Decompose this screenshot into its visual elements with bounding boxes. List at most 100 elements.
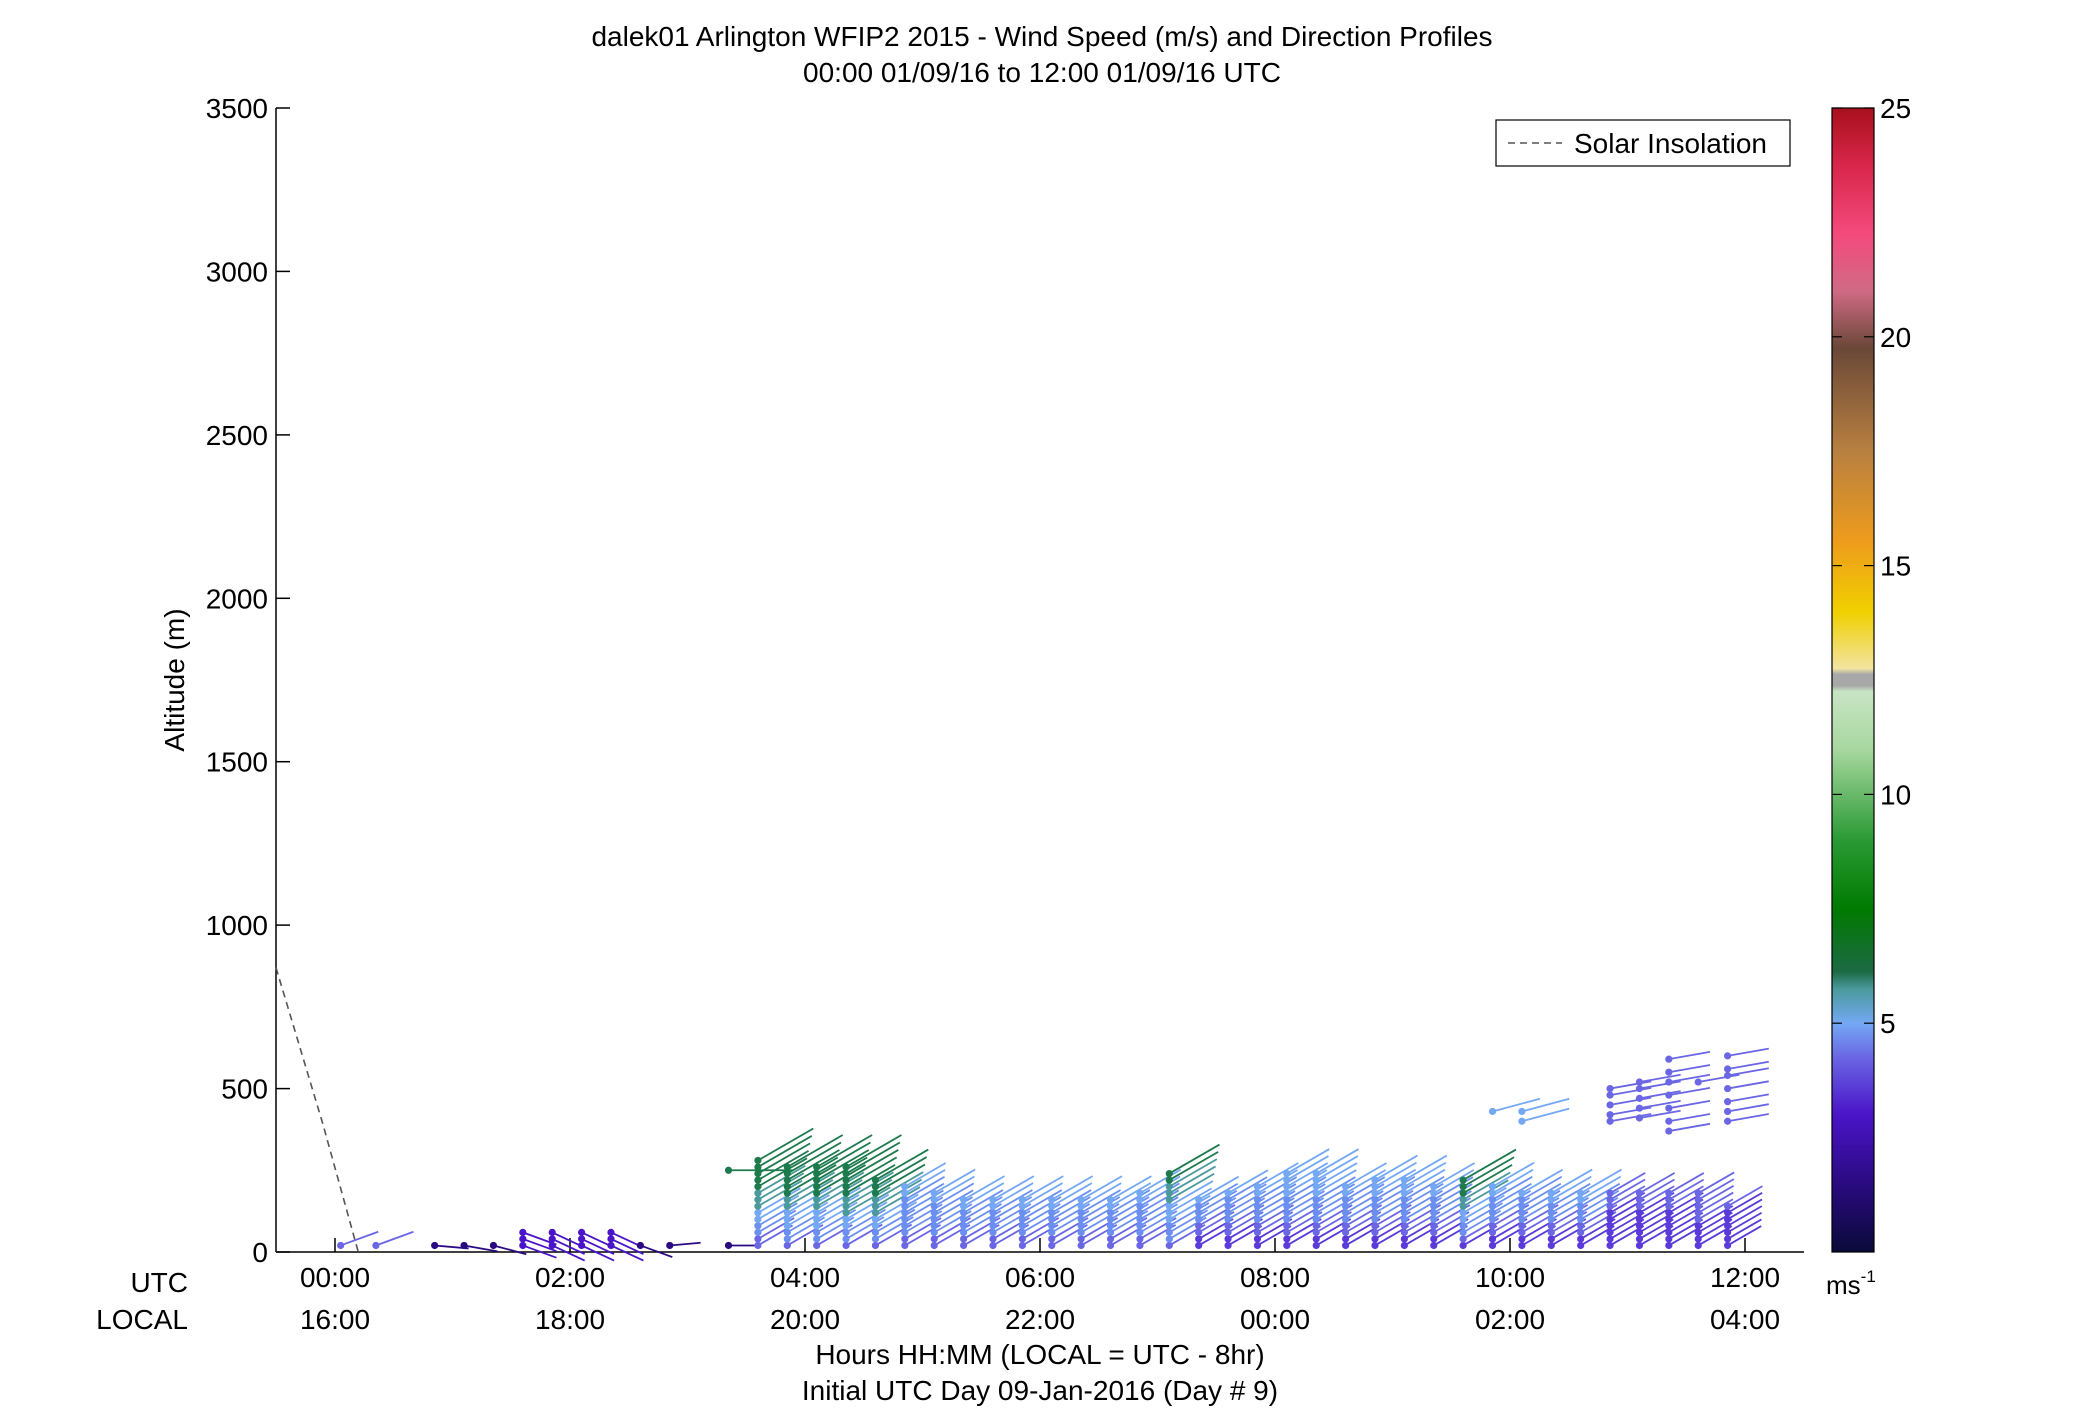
wind-profile — [754, 1127, 814, 1250]
wind-barb-staff — [1521, 1168, 1564, 1194]
wind-barb-dot — [813, 1202, 821, 1210]
wind-barb-dot — [754, 1196, 762, 1204]
wind-barb-dot — [1518, 1222, 1526, 1230]
wind-barb-dot — [960, 1222, 968, 1230]
wind-barb-dot — [901, 1196, 909, 1204]
wind-barb-dot — [1165, 1169, 1173, 1178]
wind-barb-staff — [1051, 1175, 1094, 1201]
wind-barb-dot — [1635, 1189, 1644, 1197]
wind-barb-dot — [1606, 1215, 1614, 1223]
wind-barb-dot — [1400, 1189, 1408, 1197]
wind-barb-dot — [901, 1202, 909, 1210]
wind-barb-staff — [1433, 1176, 1474, 1201]
wind-barb — [1312, 1169, 1357, 1197]
wind-barb-staff — [963, 1175, 1005, 1201]
wind-barb-dot — [1400, 1241, 1408, 1250]
wind-profile — [842, 1134, 902, 1250]
wind-barb-dot — [842, 1228, 850, 1236]
wind-barb-dot — [842, 1209, 850, 1217]
wind-barb — [1165, 1180, 1214, 1210]
wind-barb-dot — [1635, 1196, 1644, 1204]
wind-barb-staff — [1521, 1097, 1570, 1113]
wind-barb-dot — [1724, 1241, 1732, 1250]
wind-barb-staff — [845, 1171, 894, 1201]
wind-barb — [1694, 1191, 1734, 1217]
wind-barb-dot — [1165, 1228, 1173, 1236]
wind-barb — [1724, 1113, 1769, 1125]
wind-barb-dot — [1106, 1222, 1115, 1230]
wind-barb — [842, 1164, 896, 1197]
wind-barb — [1694, 1185, 1734, 1210]
wind-barb — [754, 1157, 808, 1191]
wind-barb-dot — [1312, 1169, 1320, 1178]
wind-barb-dot — [1253, 1183, 1262, 1191]
wind-barb — [1635, 1073, 1681, 1086]
wind-barb-dot — [1547, 1189, 1555, 1197]
wind-barb — [783, 1201, 829, 1230]
wind-barb-dot — [842, 1176, 850, 1184]
wind-barb-staff — [1727, 1185, 1763, 1208]
wind-barb — [1018, 1182, 1063, 1210]
wind-barb — [1459, 1164, 1513, 1197]
wind-barb-staff — [757, 1172, 805, 1201]
wind-barb-staff — [1286, 1169, 1328, 1194]
wind-barb-staff — [463, 1244, 498, 1253]
wind-barb-staff — [1198, 1175, 1239, 1201]
wind-barb-dot — [1430, 1196, 1438, 1204]
wind-barb-staff — [551, 1244, 586, 1262]
wind-barb-staff — [845, 1201, 888, 1227]
wind-barb-dot — [1488, 1189, 1497, 1197]
wind-barb — [1048, 1189, 1092, 1217]
wind-barb-staff — [1668, 1122, 1711, 1132]
wind-barb-dot — [1342, 1228, 1350, 1236]
wind-barb-dot — [1606, 1241, 1614, 1250]
wind-barb-staff — [816, 1141, 871, 1175]
wind-barb — [1547, 1168, 1593, 1197]
wind-barb-dot — [1342, 1183, 1350, 1191]
wind-barb-dot — [1048, 1228, 1056, 1236]
wind-barb — [1665, 1178, 1705, 1204]
wind-barb — [1400, 1154, 1448, 1184]
wind-barb-staff — [610, 1238, 644, 1255]
wind-barb-dot — [1283, 1169, 1291, 1178]
y-tick-1000: 1000 — [206, 910, 290, 941]
wind-barb-dot — [1224, 1189, 1232, 1197]
wind-barb-staff — [1638, 1172, 1676, 1194]
wind-barb — [1459, 1194, 1505, 1223]
wind-barb — [901, 1175, 946, 1204]
wind-barb-staff — [874, 1208, 916, 1234]
wind-barb-staff — [1492, 1183, 1532, 1208]
wind-barb-staff — [1550, 1182, 1591, 1208]
wind-barb — [1518, 1175, 1563, 1204]
wind-barb-dot — [930, 1196, 938, 1204]
wind-barb-dot — [1312, 1183, 1320, 1191]
wind-barb-staff — [845, 1208, 886, 1234]
wind-barb-dot — [1665, 1228, 1673, 1236]
wind-barb-staff — [904, 1169, 946, 1194]
wind-barb-staff — [610, 1244, 644, 1262]
wind-barb — [1694, 1171, 1735, 1197]
wind-barb-dot — [754, 1183, 762, 1191]
wind-barb-staff — [1609, 1172, 1646, 1194]
wind-barb — [813, 1134, 873, 1171]
wind-barb-dot — [666, 1241, 674, 1250]
wind-barb-dot — [989, 1215, 997, 1223]
wind-barb-dot — [1724, 1215, 1732, 1223]
wind-barb-dot — [930, 1228, 938, 1236]
wind-barb-dot — [901, 1215, 909, 1223]
y-tick-label-1000: 1000 — [206, 910, 268, 941]
wind-barb-dot — [1665, 1202, 1673, 1210]
wind-barb-dot — [1253, 1209, 1262, 1217]
wind-barb-dot — [1665, 1078, 1673, 1086]
wind-barb-staff — [1110, 1175, 1152, 1201]
y-tick-500: 500 — [221, 1074, 290, 1105]
x-tick-utc-8: 08:00 — [1240, 1262, 1310, 1293]
colorbar-ticks: 5 10 15 20 25 — [1832, 93, 1911, 1039]
y-tick-2500: 2500 — [206, 420, 290, 451]
x-tick-utc-2: 02:00 — [535, 1262, 605, 1293]
wind-barb-dot — [1400, 1215, 1408, 1223]
wind-barb-dot — [1018, 1215, 1026, 1223]
wind-barb-dot — [724, 1241, 733, 1250]
wind-barb-staff — [757, 1165, 806, 1194]
wind-barb-staff — [1727, 1060, 1769, 1070]
